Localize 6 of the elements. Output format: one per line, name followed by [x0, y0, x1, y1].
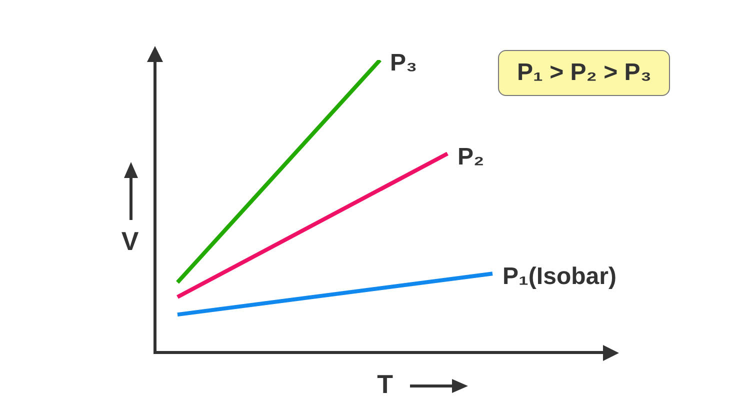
x-axis-title: T	[377, 369, 394, 400]
annotation: P₁ > P₂ > P₃	[498, 50, 670, 96]
series-label: P₁(Isobar)	[502, 263, 616, 290]
y-axis-title: V	[121, 226, 140, 256]
series-label: P₂	[458, 143, 484, 170]
series-label: P₃	[390, 50, 418, 77]
